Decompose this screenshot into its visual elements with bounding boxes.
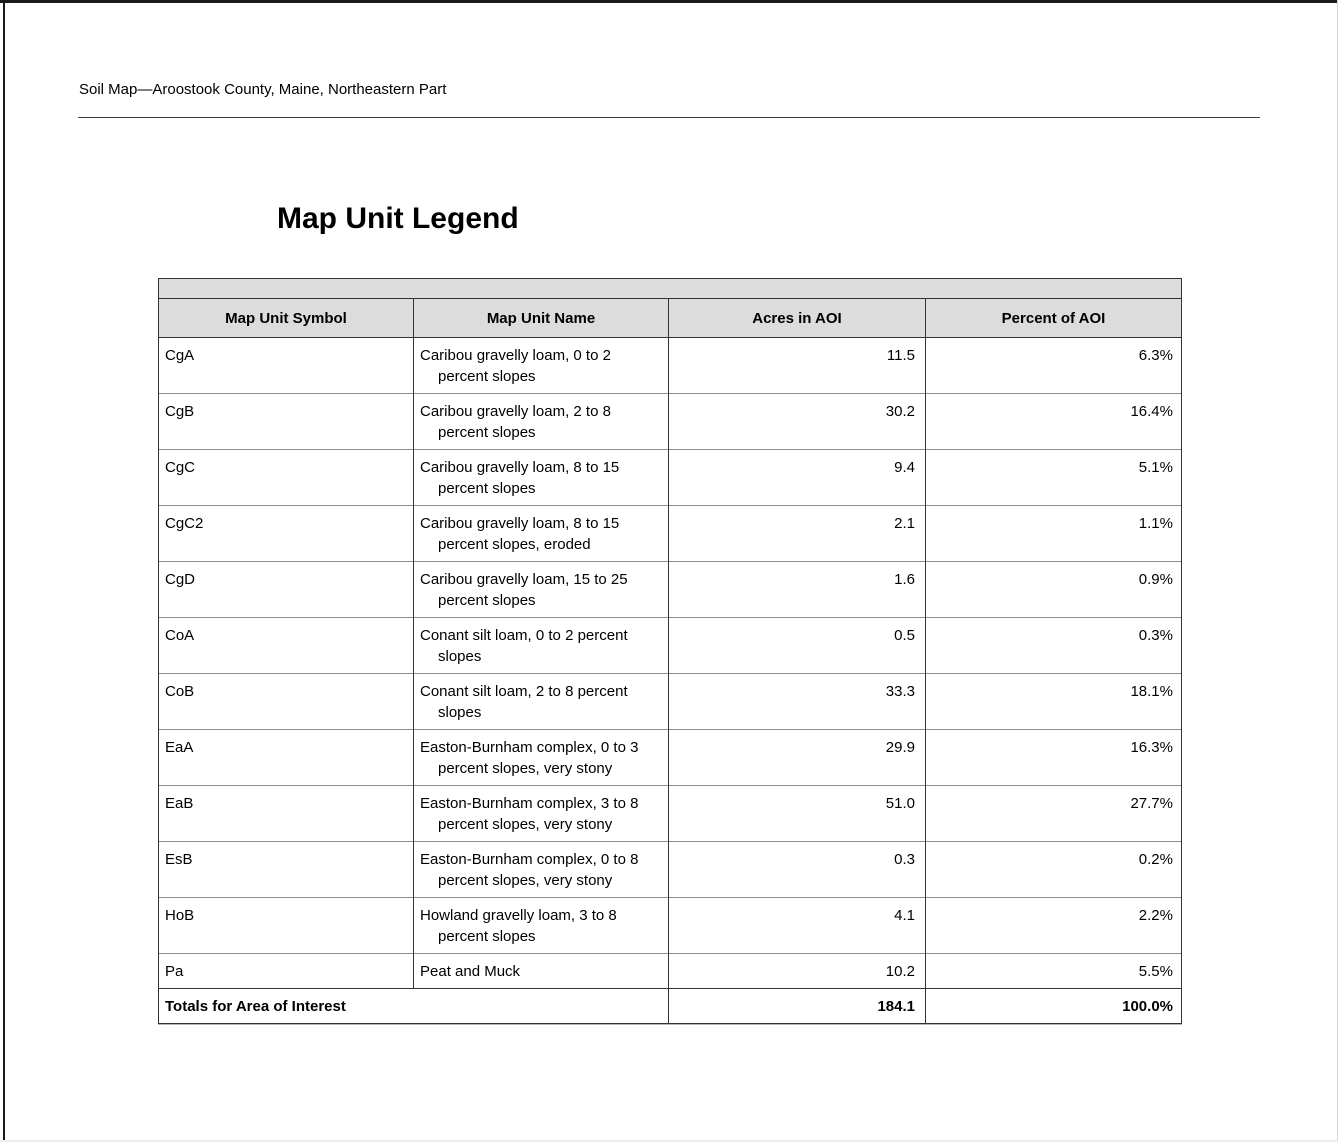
table-row: EaA Easton-Burnham complex, 0 to 3 percen… xyxy=(158,729,1182,786)
table-row: CgC2 Caribou gravelly loam, 8 to 15 perce… xyxy=(158,505,1182,562)
acres-cell: 10.2 xyxy=(668,953,926,989)
page-edge-left xyxy=(3,0,5,1142)
acres-cell: 2.1 xyxy=(668,505,926,562)
symbol-cell: CgC xyxy=(158,449,414,506)
percent-cell: 16.3% xyxy=(925,729,1182,786)
name-cell: Howland gravelly loam, 3 to 8 percent sl… xyxy=(413,897,669,954)
symbol-cell: Pa xyxy=(158,953,414,989)
name-cell: Easton-Burnham complex, 0 to 3 percent s… xyxy=(413,729,669,786)
page-edge-top xyxy=(0,0,1338,3)
name-cell: Caribou gravelly loam, 8 to 15 percent s… xyxy=(413,449,669,506)
percent-cell: 0.2% xyxy=(925,841,1182,898)
symbol-cell: EaB xyxy=(158,785,414,842)
document-header: Soil Map—Aroostook County, Maine, Northe… xyxy=(79,81,447,98)
acres-cell: 0.3 xyxy=(668,841,926,898)
symbol-cell: EsB xyxy=(158,841,414,898)
name-cell: Easton-Burnham complex, 3 to 8 percent s… xyxy=(413,785,669,842)
acres-cell: 33.3 xyxy=(668,673,926,730)
name-cell: Caribou gravelly loam, 2 to 8 percent sl… xyxy=(413,393,669,450)
symbol-cell: CgD xyxy=(158,561,414,618)
column-header-map-unit-symbol: Map Unit Symbol xyxy=(158,298,414,338)
acres-cell: 29.9 xyxy=(668,729,926,786)
percent-cell: 2.2% xyxy=(925,897,1182,954)
table-row: HoB Howland gravelly loam, 3 to 8 percent… xyxy=(158,897,1182,954)
totals-percent: 100.0% xyxy=(925,988,1182,1024)
symbol-cell: CoB xyxy=(158,673,414,730)
totals-label: Totals for Area of Interest xyxy=(158,988,669,1024)
table-top-band xyxy=(158,278,1182,299)
symbol-cell: CoA xyxy=(158,617,414,674)
acres-cell: 0.5 xyxy=(668,617,926,674)
name-cell: Conant silt loam, 0 to 2 percent slopes xyxy=(413,617,669,674)
name-cell: Caribou gravelly loam, 8 to 15 percent s… xyxy=(413,505,669,562)
symbol-cell: EaA xyxy=(158,729,414,786)
name-cell: Conant silt loam, 2 to 8 percent slopes xyxy=(413,673,669,730)
acres-cell: 11.5 xyxy=(668,337,926,394)
column-header-percent-of-aoi: Percent of AOI xyxy=(925,298,1182,338)
percent-cell: 0.3% xyxy=(925,617,1182,674)
symbol-cell: CgC2 xyxy=(158,505,414,562)
table-row: EaB Easton-Burnham complex, 3 to 8 percen… xyxy=(158,785,1182,842)
table-row: CgC Caribou gravelly loam, 8 to 15 percen… xyxy=(158,449,1182,506)
symbol-cell: HoB xyxy=(158,897,414,954)
name-cell: Caribou gravelly loam, 15 to 25 percent … xyxy=(413,561,669,618)
percent-cell: 16.4% xyxy=(925,393,1182,450)
percent-cell: 18.1% xyxy=(925,673,1182,730)
symbol-cell: CgB xyxy=(158,393,414,450)
table-row: EsB Easton-Burnham complex, 0 to 8 percen… xyxy=(158,841,1182,898)
table-row: CgD Caribou gravelly loam, 15 to 25 perce… xyxy=(158,561,1182,618)
acres-cell: 9.4 xyxy=(668,449,926,506)
acres-cell: 4.1 xyxy=(668,897,926,954)
table-row: CgB Caribou gravelly loam, 2 to 8 percent… xyxy=(158,393,1182,450)
header-divider xyxy=(78,117,1260,118)
percent-cell: 1.1% xyxy=(925,505,1182,562)
column-header-map-unit-name: Map Unit Name xyxy=(413,298,669,338)
table-header-row: Map Unit Symbol Map Unit Name Acres in A… xyxy=(158,298,1182,338)
percent-cell: 6.3% xyxy=(925,337,1182,394)
column-header-acres-in-aoi: Acres in AOI xyxy=(668,298,926,338)
table-row: Pa Peat and Muck 10.2 5.5% xyxy=(158,953,1182,989)
acres-cell: 30.2 xyxy=(668,393,926,450)
percent-cell: 27.7% xyxy=(925,785,1182,842)
table-row: CoA Conant silt loam, 0 to 2 percent slop… xyxy=(158,617,1182,674)
acres-cell: 51.0 xyxy=(668,785,926,842)
name-cell: Peat and Muck xyxy=(413,953,669,989)
page-edge-bottom xyxy=(0,1140,1338,1142)
map-unit-legend-table: Map Unit Symbol Map Unit Name Acres in A… xyxy=(158,278,1182,1024)
percent-cell: 0.9% xyxy=(925,561,1182,618)
symbol-cell: CgA xyxy=(158,337,414,394)
name-cell: Easton-Burnham complex, 0 to 8 percent s… xyxy=(413,841,669,898)
percent-cell: 5.5% xyxy=(925,953,1182,989)
table-body: CgA Caribou gravelly loam, 0 to 2 percent… xyxy=(158,337,1182,989)
table-top-band-cell xyxy=(158,278,1182,299)
table-row: CoB Conant silt loam, 2 to 8 percent slop… xyxy=(158,673,1182,730)
totals-acres: 184.1 xyxy=(668,988,926,1024)
acres-cell: 1.6 xyxy=(668,561,926,618)
percent-cell: 5.1% xyxy=(925,449,1182,506)
table-row: CgA Caribou gravelly loam, 0 to 2 percent… xyxy=(158,337,1182,394)
name-cell: Caribou gravelly loam, 0 to 2 percent sl… xyxy=(413,337,669,394)
page-title: Map Unit Legend xyxy=(277,202,519,235)
totals-row: Totals for Area of Interest 184.1 100.0% xyxy=(158,988,1182,1024)
